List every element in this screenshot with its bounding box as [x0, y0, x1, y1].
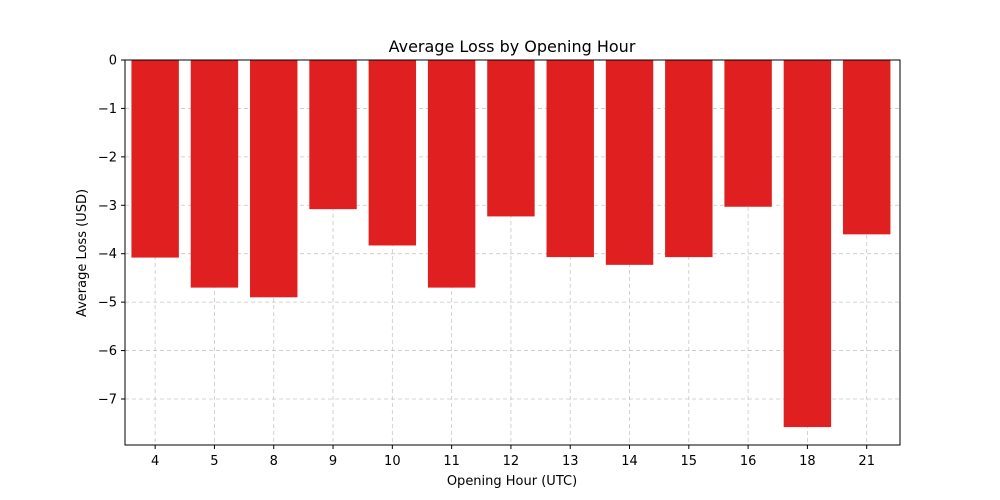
bar-11 [427, 60, 476, 288]
x-tick-label: 12 [503, 454, 520, 469]
bar-13 [546, 60, 594, 258]
x-axis-label: Opening Hour (UTC) [447, 474, 577, 489]
chart-title: Average Loss by Opening Hour [389, 37, 636, 56]
bar-9 [309, 60, 357, 210]
y-tick-label: −7 [98, 392, 117, 407]
x-tick-label: 16 [740, 454, 757, 469]
plot-frame [124, 59, 901, 446]
bar-10 [368, 60, 417, 246]
bar-12 [487, 60, 535, 217]
x-tick-label: 4 [151, 454, 159, 469]
y-tick-label: −6 [98, 344, 117, 359]
y-tick-label: −1 [98, 102, 117, 117]
bar-4 [131, 60, 179, 258]
bar-5 [190, 60, 239, 288]
y-tick-label: −2 [98, 150, 117, 165]
y-tick-label: 0 [109, 54, 117, 69]
bar-15 [665, 60, 713, 258]
x-tick-label: 18 [799, 454, 816, 469]
x-tick-label: 5 [210, 454, 218, 469]
x-tick-label: 9 [329, 454, 337, 469]
y-tick-label: −4 [98, 247, 117, 262]
x-tick-label: 14 [621, 454, 638, 469]
bar-16 [724, 60, 772, 207]
y-tick-label: −3 [98, 199, 117, 214]
bar-8 [250, 60, 298, 298]
x-tick-label: 21 [858, 454, 875, 469]
x-tick-label: 10 [384, 454, 401, 469]
y-tick-label: −5 [98, 296, 117, 311]
bar-21 [842, 60, 891, 235]
y-axis-label: Average Loss (USD) [75, 189, 90, 317]
bar-14 [605, 60, 654, 265]
x-tick-label: 8 [270, 454, 278, 469]
ticks-layer: 0 −1 −2 −3 −4 −5 −6 −7 4 5 8 9 10 11 12 13 14 15 16 18 21 [98, 54, 875, 470]
bars-layer [131, 60, 891, 428]
x-tick-label: 13 [562, 454, 579, 469]
x-tick-label: 11 [443, 454, 460, 469]
bar-18 [783, 60, 832, 428]
x-tick-label: 15 [681, 454, 698, 469]
